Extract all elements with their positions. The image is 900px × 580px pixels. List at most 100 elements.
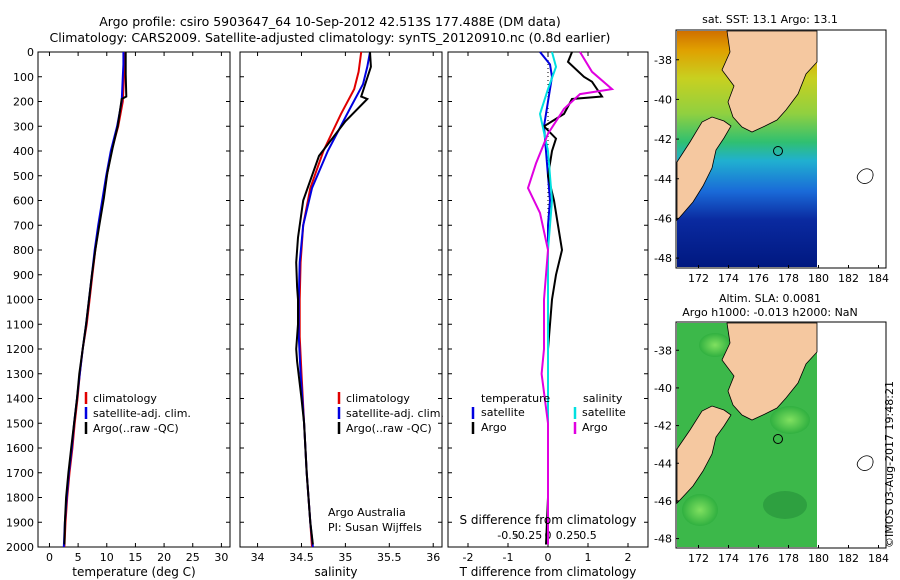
temperature-legend: climatology satellite-adj. clim. Argo(..…	[84, 392, 191, 435]
x-tick-label: 35.5	[377, 551, 402, 564]
y-tick-label: 1600	[6, 442, 34, 455]
chatham-island	[856, 455, 874, 471]
legend-head-temperature: temperature	[481, 392, 550, 405]
series-line	[62, 52, 125, 548]
sst-map: sat. SST: 13.1 Argo: 13.1 172 174 176 178 18…	[654, 13, 889, 285]
y-tick-label: 0	[27, 46, 34, 59]
y-tick-label: 2000	[6, 541, 34, 554]
map-x-tick-label: 184	[868, 272, 889, 285]
map-y-tick-label: -46	[654, 212, 672, 225]
legend-label-climatology: climatology	[93, 392, 157, 405]
x-tick-label: 15	[128, 551, 142, 564]
x-tick-label: 35	[338, 551, 352, 564]
temperature-axis: 0 5 10 15 20 25 300100200300400500600700800900…	[6, 46, 230, 564]
x-tick-label: 36	[426, 551, 440, 564]
legend-head-salinity: salinity	[583, 392, 623, 405]
north-island-land	[721, 322, 818, 421]
map-x-tick-label: 172	[688, 272, 709, 285]
sla-anomaly-blob	[699, 333, 731, 357]
sla-anomaly-blob	[763, 491, 807, 519]
y-tick-label: 400	[13, 145, 34, 158]
x-tick-label: 5	[75, 551, 82, 564]
sla-anomaly-blob	[770, 406, 810, 434]
map-x-tick-label: 180	[808, 552, 829, 565]
map-x-tick-label: 174	[718, 552, 739, 565]
south-island-land	[676, 116, 732, 221]
sla-map-title-line1: Altim. SLA: 0.0081	[719, 292, 821, 305]
series-line	[63, 51, 127, 548]
pi-note: PI: Susan Wijffels	[328, 521, 422, 534]
y-tick-label: 300	[13, 120, 34, 133]
y-tick-label: 200	[13, 96, 34, 109]
s-tick-label: 0.5	[579, 529, 597, 542]
map-x-tick-label: 176	[748, 272, 769, 285]
x-tick-label: 34.5	[289, 551, 314, 564]
s-tick-label: -0.5	[497, 529, 518, 542]
y-tick-label: 1200	[6, 343, 34, 356]
x-tick-label: 0	[545, 551, 552, 564]
map-y-tick-label: -38	[654, 344, 672, 357]
x-tick-label: 1	[585, 551, 592, 564]
map-y-tick-label: -44	[654, 173, 672, 186]
s-tick-label: 0.25	[556, 529, 581, 542]
y-tick-label: 500	[13, 170, 34, 183]
salinity-xlabel: salinity	[314, 565, 357, 579]
map-y-tick-label: -46	[654, 495, 672, 508]
north-island-land	[721, 30, 818, 133]
map-y-tick-label: -38	[654, 54, 672, 67]
map-x-tick-label: 176	[748, 552, 769, 565]
map-x-tick-label: 182	[838, 272, 859, 285]
legend-label-satellite: satellite-adj. clim.	[93, 407, 191, 420]
y-tick-label: 1100	[6, 318, 34, 331]
temperature-xlabel: temperature (deg C)	[72, 565, 195, 579]
salinity-legend: climatology satellite-adj. clim. Argo(..…	[337, 392, 444, 435]
map-y-tick-label: -40	[654, 93, 672, 106]
series-line	[63, 52, 128, 545]
x-tick-label: 2	[625, 551, 632, 564]
map-y-tick-label: -44	[654, 457, 672, 470]
x-tick-label: 30	[214, 551, 228, 564]
x-tick-label: -1	[503, 551, 514, 564]
legend-label-t-satellite: satellite	[481, 406, 525, 419]
y-tick-label: 1000	[6, 294, 34, 307]
legend-label-s-satellite: satellite	[582, 406, 626, 419]
sla-anomaly-blob	[682, 494, 718, 526]
series-line	[298, 51, 363, 548]
sla-map: Altim. SLA: 0.0081 Argo h1000: -0.013 h2…	[654, 292, 889, 565]
y-tick-label: 1700	[6, 467, 34, 480]
difference-t-xlabel: T difference from climatology	[459, 565, 637, 579]
y-tick-label: 700	[13, 219, 34, 232]
sla-map-title-line2: Argo h1000: -0.013 h2000: NaN	[682, 306, 858, 319]
map-x-tick-label: 178	[778, 552, 799, 565]
legend-label-t-argo: Argo	[481, 421, 507, 434]
legend-label-argo: Argo(..raw -QC)	[93, 422, 179, 435]
chatham-island	[856, 168, 874, 184]
y-tick-label: 1900	[6, 516, 34, 529]
south-island-land	[676, 405, 732, 504]
argo-float-marker	[773, 146, 783, 156]
sla-map-axis: 172 174 176 178 180 182 184 -38 -40 -42 -44 -46 -48	[654, 344, 889, 565]
figure-title-line1: Argo profile: csiro 5903647_64 10-Sep-20…	[99, 14, 561, 29]
map-x-tick-label: 184	[868, 552, 889, 565]
legend-label-climatology: climatology	[346, 392, 410, 405]
map-x-tick-label: 178	[778, 272, 799, 285]
argo-float-marker	[773, 434, 783, 444]
map-x-tick-label: 174	[718, 272, 739, 285]
y-tick-label: 800	[13, 244, 34, 257]
sst-map-axis: 172 174 176 178 180 182 184 -38 -40 -42 -44 -46 -48	[654, 54, 889, 285]
salinity-series	[295, 51, 372, 548]
map-y-tick-label: -42	[654, 133, 672, 146]
imos-watermark: ©IMOS 03-Aug-2017 19:48:21	[883, 381, 896, 548]
legend-label-s-argo: Argo	[582, 421, 608, 434]
x-tick-label: 25	[186, 551, 200, 564]
y-tick-label: 1800	[6, 492, 34, 505]
x-tick-label: 0	[46, 551, 53, 564]
x-tick-label: 20	[157, 551, 171, 564]
map-x-tick-label: 180	[808, 272, 829, 285]
series-line	[295, 51, 372, 545]
salinity-axis: 34 34.5 35 35.5 36	[240, 51, 442, 564]
y-tick-label: 1300	[6, 368, 34, 381]
series-line	[526, 51, 615, 545]
difference-legend: temperature salinity satellite Argo sate…	[471, 392, 626, 434]
